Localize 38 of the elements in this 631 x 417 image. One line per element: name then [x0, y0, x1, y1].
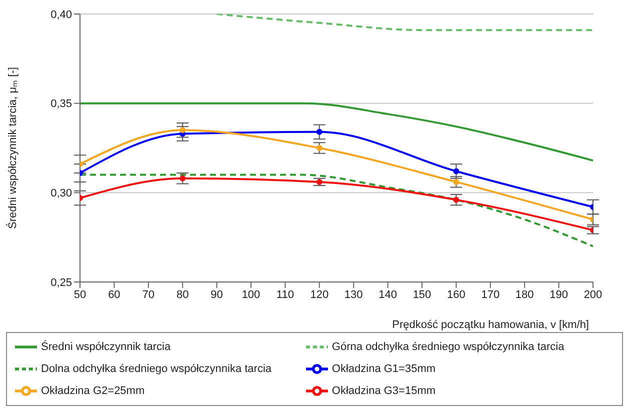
y-tick-label: 0,40: [50, 8, 72, 21]
x-tick-label: 190: [550, 288, 568, 301]
x-tick-label: 110: [276, 288, 294, 301]
x-tick-label: 130: [344, 288, 363, 301]
y-tick-label: 0,25: [50, 276, 72, 289]
point: [316, 128, 322, 135]
y-tick-label: 0,30: [50, 188, 72, 200]
x-tick-label: 100: [242, 288, 260, 301]
x-tick-label: 90: [210, 288, 223, 301]
point: [180, 127, 186, 134]
legend-label: Okładzina G3=15mm: [332, 384, 436, 397]
x-axis-title: Prędkość początku hamowania, v [km/h]: [392, 319, 589, 331]
x-tick-label: 160: [447, 288, 466, 301]
x-tick-label: 140: [378, 288, 397, 301]
x-tick-label: 180: [515, 288, 534, 301]
legend-label: Górna odchyłka średniego współczynnika tarcia: [332, 340, 564, 353]
legend-label: Okładzina G2=25mm: [41, 384, 145, 397]
point: [453, 168, 460, 174]
point: [453, 196, 460, 203]
point: [316, 145, 322, 151]
x-tick-label: 150: [412, 288, 432, 301]
x-tick-label: 50: [74, 288, 86, 301]
point: [316, 178, 322, 185]
point: [180, 175, 186, 182]
line-series: [80, 102, 593, 162]
legend-label: Okładzina G1=35mm: [332, 362, 436, 375]
point: [453, 178, 460, 185]
x-tick-label: 200: [584, 288, 602, 301]
x-tick-label: 70: [142, 288, 155, 301]
legend-label: Dolna odchyłka średniego współczynnika tarcia: [41, 362, 272, 375]
legend-label: Średni współczynnik tarcia: [41, 340, 171, 353]
x-tick-label: 80: [176, 288, 189, 301]
line-series: [80, 175, 593, 234]
x-tick-label: 120: [310, 288, 329, 301]
x-tick-label: 60: [108, 288, 120, 301]
x-tick-label: 170: [481, 288, 500, 301]
y-axis-title: Średni współczynnik tarcia, μₘ [-]: [6, 67, 19, 229]
y-tick-label: 0,35: [50, 98, 72, 110]
